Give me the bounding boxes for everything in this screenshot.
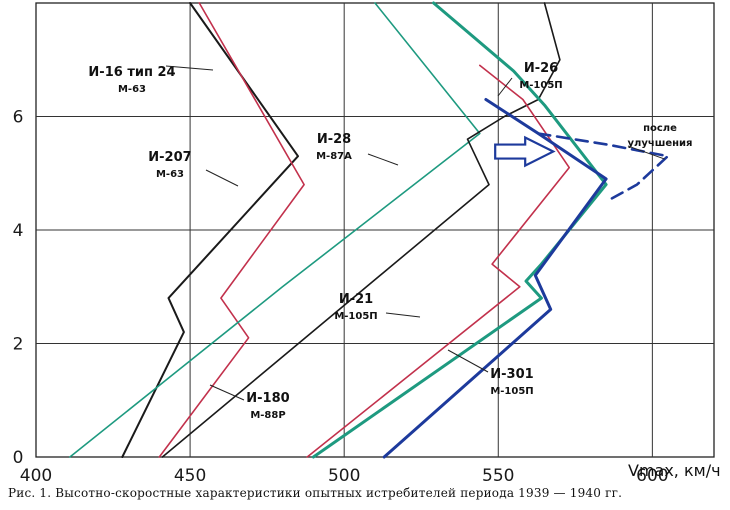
annotation-group: после улучшения: [494, 123, 693, 168]
series-line-i301_post: [536, 132, 670, 203]
series-line-i180: [161, 2, 561, 458]
annotation-text-line1: после: [643, 123, 677, 134]
series-label-i26: И-26: [524, 61, 558, 76]
series-engine-i26: М-105П: [519, 80, 562, 91]
series-line-i28: [69, 2, 481, 458]
series-engine-i207: М-63: [156, 169, 184, 180]
x-tick-label: 450: [174, 466, 206, 486]
series-labels: И-16 тип 24 М-63 И-207 М-63 И-28 М-87А И-180 М-…: [88, 61, 562, 421]
leader-line-i180: [209, 384, 245, 401]
x-tick-label: 600: [636, 466, 668, 486]
series-engine-i28: М-87А: [316, 151, 352, 162]
y-axis-ticks: 0 2 4 6: [13, 108, 24, 469]
series-line-i207: [158, 2, 305, 458]
improvement-arrow: [494, 135, 556, 168]
y-tick-label: 6: [13, 108, 24, 128]
x-tick-label: 400: [20, 466, 52, 486]
leader-line-i16: [165, 65, 214, 71]
x-axis-ticks: 400 450 500 550 600: [20, 466, 669, 486]
leader-line-i301: [447, 349, 489, 373]
leader-line-i26: [497, 77, 513, 97]
y-tick-label: 0: [13, 448, 24, 468]
leader-line-i28: [367, 153, 399, 166]
x-tick-label: 500: [328, 466, 360, 486]
series-line-i21: [306, 64, 571, 458]
y-tick-label: 2: [13, 335, 24, 355]
series-label-i301: И-301: [490, 367, 533, 382]
y-tick-label: 4: [13, 221, 24, 241]
x-axis-title: Vmax, км/ч: [628, 461, 721, 480]
leader-line-i207: [205, 169, 239, 187]
series-label-i180: И-180: [246, 391, 289, 406]
series-label-i28: И-28: [317, 132, 351, 147]
series-label-i21: И-21: [339, 292, 373, 307]
series-engine-i16: М-63: [118, 84, 146, 95]
annotation-leader: [627, 145, 665, 160]
series-engine-i301: М-105П: [490, 386, 533, 397]
figure-caption: Рис. 1. Высотно-скоростные характеристик…: [8, 486, 623, 500]
series-line-i16: [121, 2, 299, 458]
series-label-i16: И-16 тип 24: [88, 65, 175, 80]
leader-line-i21: [385, 312, 421, 318]
series-group: [69, 1, 670, 459]
series-engine-i21: М-105П: [334, 311, 377, 322]
annotation-text-line2: улучшения: [628, 138, 693, 149]
series-line-i301: [382, 98, 608, 459]
series-engine-i180: М-88Р: [250, 410, 285, 421]
x-tick-label: 550: [482, 466, 514, 486]
series-label-i207: И-207: [148, 150, 191, 165]
